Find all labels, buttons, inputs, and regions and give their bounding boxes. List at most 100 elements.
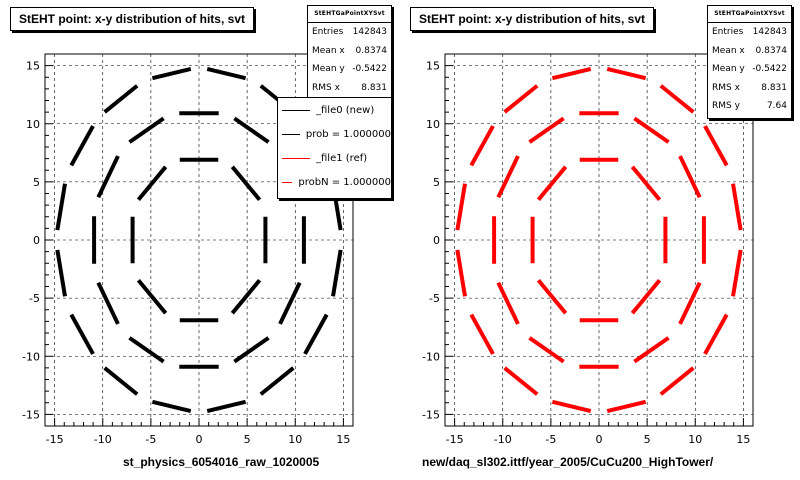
hit-segment [496, 155, 520, 199]
hit-segment [528, 336, 565, 364]
legend-line [282, 181, 293, 183]
stats-label: Entries [712, 27, 744, 37]
stats-row: RMS y 7.64 [708, 97, 791, 116]
x-tick-label: 15 [336, 433, 350, 446]
y-tick-label: -15 [422, 408, 440, 421]
hit-segment [103, 366, 139, 396]
stats-value: 0.8374 [755, 45, 788, 56]
hit-segment [259, 366, 295, 396]
stats-value: -0.5422 [752, 64, 787, 74]
plot-caption: st_physics_6054016_raw_1020005 [123, 455, 320, 469]
hit-segment [528, 116, 565, 144]
stats-label: Mean x [312, 45, 345, 56]
legend-line [282, 133, 300, 135]
left-panel: -15 -10 -5 0 5 10 15 -15 -10 -5 0 5 10 15 StEHT point… [10, 5, 392, 469]
hit-segment [703, 313, 729, 355]
x-tick-label: 5 [644, 433, 651, 446]
y-tick-label: 5 [33, 176, 40, 189]
hit-segment [496, 281, 520, 325]
legend-label: _file1 (ref) [316, 152, 368, 164]
stats-label: Entries [312, 27, 344, 37]
hit-segment [659, 366, 695, 396]
y-tick-label: 10 [426, 118, 440, 131]
stats-value: 142843 [352, 27, 387, 37]
stats-value: 8.831 [361, 82, 387, 93]
stats-label: RMS x [712, 82, 740, 93]
y-tick-label: 15 [26, 60, 40, 73]
hit-segment [469, 125, 495, 167]
legend-item: probN = 1.000000 [278, 170, 391, 194]
hit-segment [503, 84, 539, 114]
legend-label: _file0 (new) [316, 104, 375, 116]
x-tick-label: 0 [596, 433, 603, 446]
hit-segment [151, 66, 192, 81]
hit-segment [536, 278, 568, 315]
hit-segment [455, 183, 467, 231]
stats-row: Mean x 0.8374 [308, 42, 391, 61]
stats-row: Mean x 0.8374 [708, 42, 791, 61]
hit-segment [233, 116, 270, 144]
hit-segment [151, 399, 192, 414]
x-tick-label: 5 [244, 433, 251, 446]
hit-segment [278, 281, 302, 325]
stats-value: 142843 [752, 27, 787, 37]
stats-label: RMS y [712, 101, 740, 111]
y-tick-label: 5 [433, 176, 440, 189]
legend-line [282, 109, 310, 111]
stats-row: Entries 142843 [308, 23, 391, 42]
plot-title: StEHT point: x-y distribution of hits, s… [10, 7, 254, 31]
hit-segment [233, 336, 270, 364]
hit-segment [455, 249, 467, 297]
stats-label: Mean x [712, 45, 745, 56]
x-tick-label: -5 [545, 433, 556, 446]
x-tick-label: -5 [145, 433, 156, 446]
hit-segment [331, 249, 343, 297]
y-tick-label: -5 [29, 292, 40, 305]
hit-segment [230, 165, 262, 202]
y-tick-label: -5 [429, 292, 440, 305]
hit-segment [96, 281, 120, 325]
hit-segment [206, 399, 247, 414]
y-tick-label: 0 [433, 234, 440, 247]
stats-label: Mean y [712, 64, 745, 74]
x-tick-label: -10 [94, 433, 112, 446]
hit-segment [731, 249, 743, 297]
hit-segment [469, 313, 495, 355]
legend-item: prob = 1.000000 [278, 122, 391, 146]
stats-row: Mean y -0.5422 [708, 60, 791, 79]
hit-segment [303, 313, 329, 355]
stats-value: 8.831 [761, 82, 787, 93]
legend-line [282, 157, 310, 159]
stats-row: RMS x 8.831 [308, 79, 391, 98]
hit-segment [731, 183, 743, 231]
hit-segment [536, 165, 568, 202]
hit-segment [678, 155, 702, 199]
y-tick-label: 15 [426, 60, 440, 73]
x-tick-label: -15 [446, 433, 464, 446]
stats-value: 7.64 [766, 101, 787, 111]
stats-row: RMS x 8.831 [708, 79, 791, 98]
x-tick-label: -10 [494, 433, 512, 446]
y-tick-label: 0 [33, 234, 40, 247]
hit-segment [633, 116, 670, 144]
hit-segment [55, 249, 67, 297]
hit-segment [128, 116, 165, 144]
stats-value: -0.5422 [352, 64, 387, 74]
hit-segment [69, 125, 95, 167]
stats-value: 0.8374 [355, 45, 388, 56]
y-tick-label: -10 [422, 350, 440, 363]
x-tick-label: 15 [736, 433, 750, 446]
hit-segment [96, 155, 120, 199]
stats-name: StEHTGaPointXYSvt [308, 6, 391, 23]
hit-segment [633, 336, 670, 364]
hit-segment [551, 399, 592, 414]
legend-item: _file0 (new) [278, 98, 391, 122]
hit-segment [230, 278, 262, 315]
hit-segment [55, 183, 67, 231]
hit-segment [703, 125, 729, 167]
legend-item: _file1 (ref) [278, 146, 391, 170]
hit-segment [630, 278, 662, 315]
hit-segment [69, 313, 95, 355]
hit-segment [136, 165, 168, 202]
hit-segment [630, 165, 662, 202]
